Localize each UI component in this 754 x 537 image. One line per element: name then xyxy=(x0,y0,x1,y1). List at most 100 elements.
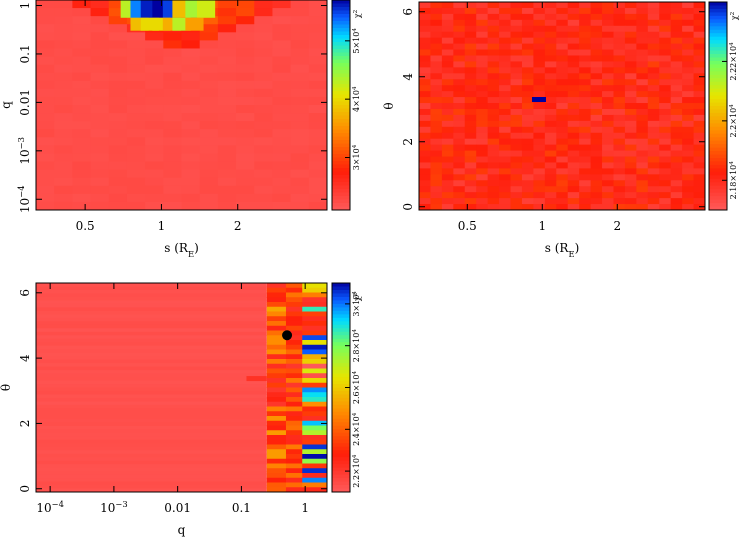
heatmap-cell xyxy=(302,382,328,388)
heatmap-cell xyxy=(290,88,310,98)
heatmap-cell xyxy=(464,73,477,80)
heatmap-cell xyxy=(430,73,443,80)
heatmap-cell xyxy=(510,138,523,146)
heatmap-cell xyxy=(302,335,328,341)
heatmap-cell xyxy=(285,382,303,388)
colorbar-swatch xyxy=(332,98,350,102)
heatmap-cell xyxy=(36,289,267,294)
heatmap-cell xyxy=(266,482,287,488)
heatmap-cell xyxy=(487,103,500,110)
heatmap-cell xyxy=(476,91,489,98)
heatmap-cell xyxy=(521,192,534,199)
heatmap-cell xyxy=(602,61,614,68)
heatmap-cell xyxy=(90,201,110,211)
heatmap-cell xyxy=(464,61,477,68)
colorbar-swatch xyxy=(332,45,350,50)
colorbar-swatch xyxy=(332,105,350,109)
heatmap-cell xyxy=(54,48,73,58)
heatmap-cell xyxy=(72,177,92,187)
heatmap-cell xyxy=(590,31,603,39)
heatmap-cell xyxy=(602,180,614,187)
heatmap-cell xyxy=(499,144,512,152)
colorbar-swatch xyxy=(709,54,727,58)
heatmap-cell xyxy=(499,7,512,15)
heatmap-cell xyxy=(126,40,146,49)
heatmap-cell xyxy=(670,103,683,110)
heatmap-cell xyxy=(272,96,292,106)
heatmap-cell xyxy=(590,2,603,9)
heatmap-cell xyxy=(236,113,255,122)
heatmap-cell xyxy=(544,37,557,45)
heatmap-cell xyxy=(108,145,128,154)
heatmap-cell xyxy=(441,43,454,51)
heatmap-cell xyxy=(682,61,695,68)
colorbar-swatch xyxy=(332,474,350,479)
heatmap-cell xyxy=(441,103,454,110)
heatmap-cell xyxy=(647,186,660,193)
heatmap-cell xyxy=(199,193,219,203)
heatmap-cell xyxy=(556,186,569,193)
colorbar-swatch xyxy=(332,328,350,333)
heatmap-cell xyxy=(430,43,443,51)
heatmap-cell xyxy=(290,177,310,187)
heatmap-cell xyxy=(544,168,557,175)
heatmap-cell xyxy=(556,61,569,68)
heatmap-cell xyxy=(453,180,466,187)
colorbar-swatch xyxy=(709,106,727,110)
heatmap-cell xyxy=(636,132,649,140)
heatmap-cell xyxy=(302,416,328,422)
heatmap-cell xyxy=(613,192,626,199)
colorbar-tick-label: 3×104 xyxy=(352,144,361,170)
colorbar-swatch xyxy=(332,122,350,127)
y-tick-label-text: 0.01 xyxy=(18,89,32,116)
heatmap-cell xyxy=(266,359,287,365)
heatmap-cell xyxy=(487,43,500,51)
heatmap-cell xyxy=(464,162,477,169)
heatmap-cell xyxy=(36,307,267,312)
heatmap-cell xyxy=(290,40,310,49)
heatmap-cell xyxy=(272,185,292,195)
heatmap-cell xyxy=(266,292,287,298)
heatmap-cell xyxy=(90,40,110,49)
heatmap-hot-cell xyxy=(196,0,216,18)
heatmap-cell xyxy=(441,55,454,62)
colorbar-swatch xyxy=(332,356,350,361)
heatmap-cell xyxy=(670,156,683,163)
heatmap-cell xyxy=(533,120,546,128)
heatmap-cell xyxy=(533,49,546,56)
heatmap-cell xyxy=(510,37,523,45)
heatmap-cell xyxy=(419,19,431,27)
heatmap-cell xyxy=(90,137,110,146)
heatmap-cell xyxy=(487,126,500,134)
colorbar-swatch xyxy=(332,91,350,95)
heatmap-cell xyxy=(556,31,569,39)
colorbar-tick-label: 2.4×104 xyxy=(352,412,361,446)
heatmap-cell xyxy=(590,204,603,211)
heatmap-cell xyxy=(602,79,614,86)
colorbar-swatch xyxy=(332,28,350,32)
heatmap-cell xyxy=(636,120,649,128)
heatmap-cell xyxy=(647,120,660,128)
heatmap-cell xyxy=(266,378,287,384)
heatmap-cell xyxy=(290,16,310,25)
heatmap-cell xyxy=(624,186,637,193)
heatmap-cell xyxy=(145,64,164,74)
heatmap-cell xyxy=(236,16,255,25)
heatmap-cell xyxy=(290,201,310,211)
heatmap-cell xyxy=(579,108,592,116)
heatmap-cell xyxy=(181,48,201,58)
heatmap-cell xyxy=(453,156,466,163)
heatmap-cell xyxy=(590,61,603,68)
heatmap-cell xyxy=(419,114,431,122)
x-tick-label: 0.5 xyxy=(458,219,477,233)
heatmap-cell xyxy=(199,40,219,49)
heatmap-cell xyxy=(567,198,580,205)
heatmap-cell xyxy=(236,121,255,130)
heatmap-cell xyxy=(254,24,273,33)
heatmap-cell xyxy=(499,108,512,116)
heatmap-cell xyxy=(441,73,454,80)
heatmap-cell xyxy=(693,120,706,128)
heatmap-cell xyxy=(693,114,706,122)
